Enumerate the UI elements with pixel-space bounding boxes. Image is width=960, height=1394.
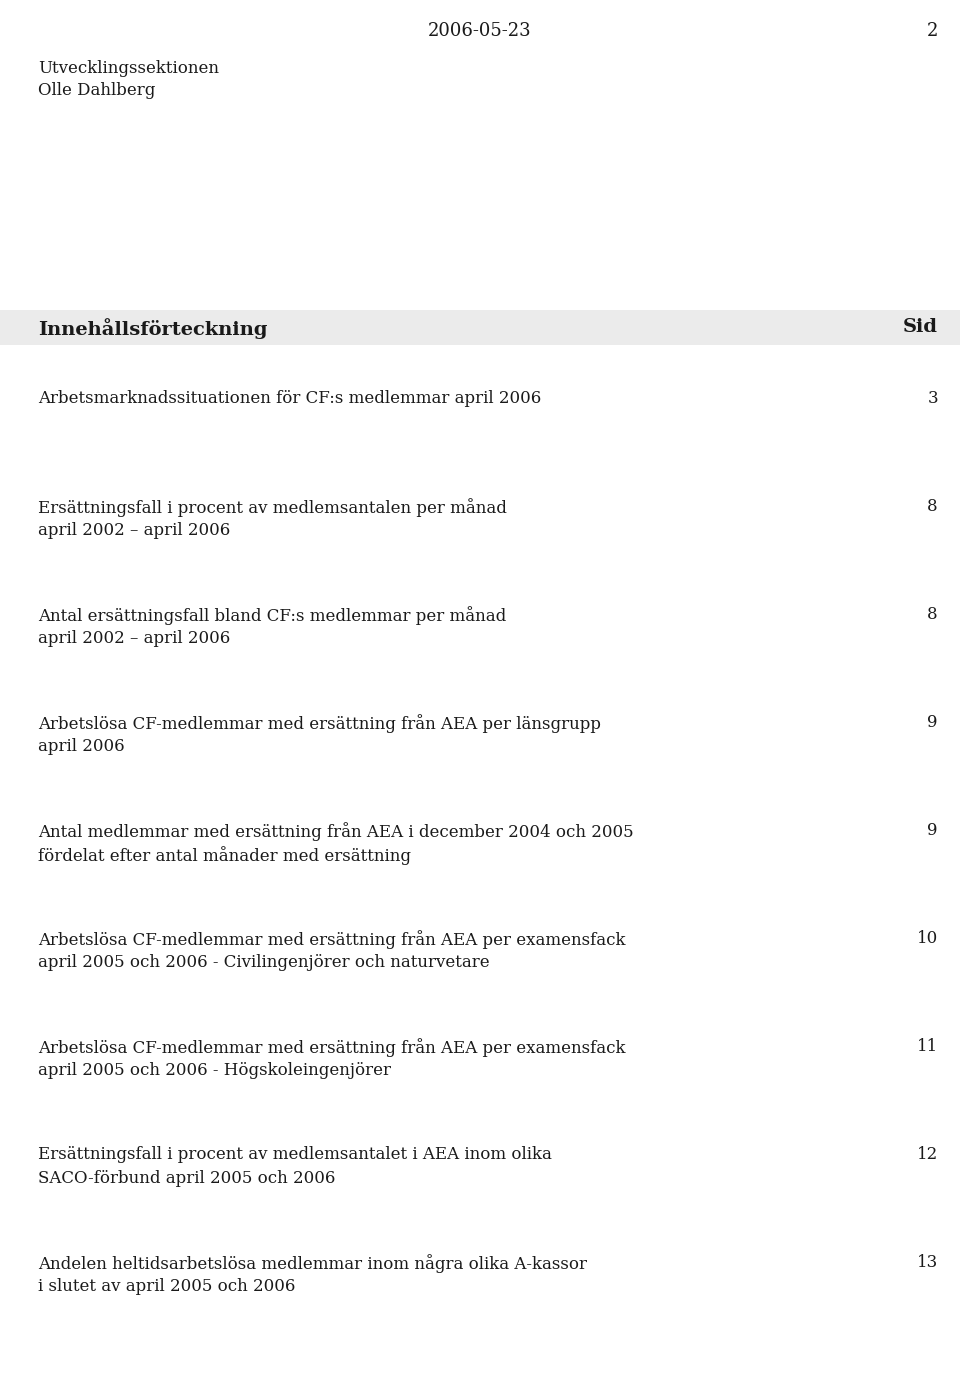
Text: Arbetsmarknadssituationen för CF:s medlemmar april 2006: Arbetsmarknadssituationen för CF:s medle… (38, 390, 541, 407)
Text: Antal medlemmar med ersättning från AEA i december 2004 och 2005: Antal medlemmar med ersättning från AEA … (38, 822, 634, 841)
Text: Utvecklingssektionen: Utvecklingssektionen (38, 60, 219, 77)
Text: 10: 10 (917, 930, 938, 947)
Bar (0, 309, 960, 344)
Text: Arbetslösa CF-medlemmar med ersättning från AEA per examensfack: Arbetslösa CF-medlemmar med ersättning f… (38, 930, 626, 949)
Text: 2: 2 (926, 22, 938, 40)
Text: april 2006: april 2006 (38, 737, 125, 756)
Text: Sid: Sid (903, 318, 938, 336)
Text: 12: 12 (917, 1146, 938, 1163)
Text: Olle Dahlberg: Olle Dahlberg (38, 82, 156, 99)
Text: 3: 3 (927, 390, 938, 407)
Text: Ersättningsfall i procent av medlemsantalet i AEA inom olika: Ersättningsfall i procent av medlemsanta… (38, 1146, 552, 1163)
Text: Antal ersättningsfall bland CF:s medlemmar per månad: Antal ersättningsfall bland CF:s medlemm… (38, 606, 506, 625)
Text: april 2005 och 2006 - Civilingenjörer och naturvetare: april 2005 och 2006 - Civilingenjörer oc… (38, 953, 490, 972)
Text: fördelat efter antal månader med ersättning: fördelat efter antal månader med ersättn… (38, 846, 411, 864)
Text: Innehållsförteckning: Innehållsförteckning (38, 318, 268, 339)
Text: Andelen heltidsarbetslösa medlemmar inom några olika A-kassor: Andelen heltidsarbetslösa medlemmar inom… (38, 1255, 587, 1273)
Text: i slutet av april 2005 och 2006: i slutet av april 2005 och 2006 (38, 1278, 296, 1295)
Text: april 2005 och 2006 - Högskoleingenjörer: april 2005 och 2006 - Högskoleingenjörer (38, 1062, 391, 1079)
Text: SACO-förbund april 2005 och 2006: SACO-förbund april 2005 och 2006 (38, 1170, 335, 1188)
Text: 8: 8 (927, 606, 938, 623)
Text: 8: 8 (927, 498, 938, 514)
Text: 11: 11 (917, 1039, 938, 1055)
Text: Arbetslösa CF-medlemmar med ersättning från AEA per examensfack: Arbetslösa CF-medlemmar med ersättning f… (38, 1039, 626, 1057)
Text: Ersättningsfall i procent av medlemsantalen per månad: Ersättningsfall i procent av medlemsanta… (38, 498, 507, 517)
Text: 9: 9 (927, 822, 938, 839)
Text: april 2002 – april 2006: april 2002 – april 2006 (38, 630, 230, 647)
Text: april 2002 – april 2006: april 2002 – april 2006 (38, 521, 230, 539)
Text: 2006-05-23: 2006-05-23 (428, 22, 532, 40)
Text: 13: 13 (917, 1255, 938, 1271)
Text: 9: 9 (927, 714, 938, 730)
Text: Arbetslösa CF-medlemmar med ersättning från AEA per länsgrupp: Arbetslösa CF-medlemmar med ersättning f… (38, 714, 601, 733)
